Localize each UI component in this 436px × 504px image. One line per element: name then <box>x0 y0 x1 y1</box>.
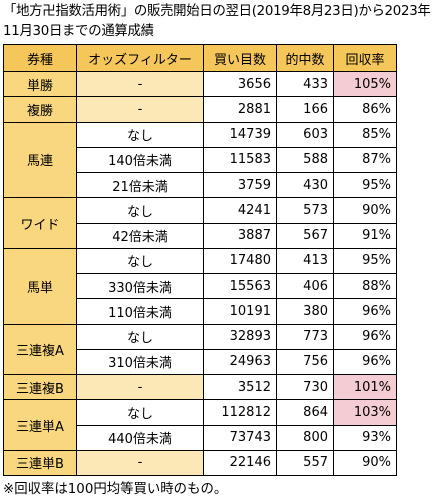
bets-cell: 10191 <box>203 298 277 325</box>
header-odds-filter: オッズフィルター <box>76 44 204 72</box>
bets-cell: 15563 <box>203 272 277 300</box>
odds-filter-cell: なし <box>76 247 204 275</box>
footnote: ※回収率は100円均等買い時のもの。 <box>3 482 228 497</box>
bets-cell: 14739 <box>203 121 277 148</box>
hits-cell: 730 <box>276 373 334 401</box>
page-title: 「地方卍指数活用術」の販売開始日の翌日(2019年8月23日)から2023年11… <box>3 4 431 39</box>
hits-cell: 567 <box>276 222 334 249</box>
odds-filter-cell: なし <box>76 197 204 224</box>
bet-type-cell: 三連単A <box>3 399 77 451</box>
bets-cell: 17480 <box>203 247 277 275</box>
bets-cell: 3759 <box>203 171 277 199</box>
bet-type-cell: 馬単 <box>3 247 77 325</box>
bets-cell: 2881 <box>203 96 277 123</box>
table-row: 馬連 なし 14739 603 85% <box>3 121 397 199</box>
table-row: 330倍未満 15563 406 88% <box>4 272 397 300</box>
hits-cell: 864 <box>276 399 334 426</box>
table-row: 110倍未満 10191 380 96% <box>4 298 397 325</box>
table-row: 三連単A なし 112812 864 103% <box>3 399 397 451</box>
table-row: 単勝 -3656 433 105% <box>3 70 397 98</box>
bets-cell: 3887 <box>203 222 277 249</box>
bet-type-cell: 単勝 <box>3 70 77 98</box>
table-row: 三連単B -22146 557 90% <box>3 449 397 477</box>
hits-cell: 800 <box>276 424 334 451</box>
bets-cell: 73743 <box>203 424 277 451</box>
odds-filter-cell: なし <box>76 323 204 350</box>
hits-cell: 166 <box>276 96 334 123</box>
hits-cell: 406 <box>276 272 334 300</box>
table-row: 310倍未満 24963 756 96% <box>4 348 397 376</box>
bet-type-cell: 三連複B <box>3 373 77 401</box>
hits-cell: 588 <box>276 146 334 174</box>
return-rate-cell: 87% <box>333 146 397 174</box>
hits-cell: 756 <box>276 348 334 376</box>
table-row: 馬単 なし 17480 413 95% <box>3 247 397 325</box>
odds-filter-cell: 42倍未満 <box>76 222 204 249</box>
return-rate-cell: 91% <box>333 222 397 249</box>
hits-cell: 573 <box>276 197 334 224</box>
odds-filter-cell: なし <box>76 121 204 148</box>
bets-cell: 32893 <box>203 323 277 350</box>
odds-filter-cell: なし <box>76 399 204 426</box>
header-bet-type: 券種 <box>3 44 77 72</box>
return-rate-cell: 96% <box>333 298 397 325</box>
return-rate-cell: 88% <box>333 272 397 300</box>
header-hits: 的中数 <box>276 44 334 72</box>
table-row: 42倍未満 3887 567 91% <box>4 222 397 249</box>
return-rate-cell: 85% <box>333 121 397 148</box>
return-rate-cell: 86% <box>333 96 397 123</box>
table-row: ワイド なし 4241 573 90% <box>3 197 397 249</box>
bets-cell: 3656 <box>203 70 277 98</box>
table-row: 複勝 -2881 166 86% <box>3 96 397 123</box>
table-row: 21倍未満 3759 430 95% <box>4 171 397 199</box>
odds-filter-cell: - <box>76 449 204 477</box>
table-row: 三連複A なし 32893 773 96% <box>3 323 397 375</box>
table-header-row: 券種 オッズフィルター 買い目数 的中数 回収率 <box>3 44 397 72</box>
return-rate-cell: 90% <box>333 197 397 224</box>
header-return-rate: 回収率 <box>333 44 397 72</box>
odds-filter-cell: 110倍未満 <box>76 298 204 325</box>
bet-type-cell: 複勝 <box>3 96 77 123</box>
return-rate-cell: 105% <box>333 70 397 98</box>
header-bets: 買い目数 <box>203 44 277 72</box>
hits-cell: 413 <box>276 247 334 275</box>
return-rate-cell: 101% <box>333 373 397 401</box>
table-row: 440倍未満 73743 800 93% <box>4 424 397 451</box>
odds-filter-cell: - <box>76 373 204 401</box>
bets-cell: 24963 <box>203 348 277 376</box>
odds-filter-cell: - <box>76 70 204 98</box>
return-rate-cell: 103% <box>333 399 397 426</box>
bet-type-cell: ワイド <box>3 197 77 249</box>
bets-cell: 11583 <box>203 146 277 174</box>
return-rate-cell: 95% <box>333 171 397 199</box>
odds-filter-cell: - <box>76 96 204 123</box>
bets-cell: 4241 <box>203 197 277 224</box>
hits-cell: 603 <box>276 121 334 148</box>
return-rate-cell: 90% <box>333 449 397 477</box>
return-rate-cell: 96% <box>333 348 397 376</box>
odds-filter-cell: 310倍未満 <box>76 348 204 376</box>
hits-cell: 430 <box>276 171 334 199</box>
return-rate-cell: 93% <box>333 424 397 451</box>
results-table: 券種 オッズフィルター 買い目数 的中数 回収率 単勝 -3656 433 105% 複… <box>3 44 397 477</box>
hits-cell: 433 <box>276 70 334 98</box>
bets-cell: 22146 <box>203 449 277 477</box>
table-row: 140倍未満 11583 588 87% <box>4 146 397 174</box>
odds-filter-cell: 140倍未満 <box>76 146 204 174</box>
table-body: 単勝 -3656 433 105% 複勝 -2881 166 86% 馬連 なし 14739 603 8… <box>3 70 397 477</box>
odds-filter-cell: 440倍未満 <box>76 424 204 451</box>
hits-cell: 773 <box>276 323 334 350</box>
bet-type-cell: 三連複A <box>3 323 77 375</box>
odds-filter-cell: 330倍未満 <box>76 272 204 300</box>
table-row: 三連複B -3512 730 101% <box>3 373 397 401</box>
odds-filter-cell: 21倍未満 <box>76 171 204 199</box>
bets-cell: 3512 <box>203 373 277 401</box>
bets-cell: 112812 <box>203 399 277 426</box>
hits-cell: 557 <box>276 449 334 477</box>
return-rate-cell: 95% <box>333 247 397 275</box>
bet-type-cell: 三連単B <box>3 449 77 477</box>
return-rate-cell: 96% <box>333 323 397 350</box>
hits-cell: 380 <box>276 298 334 325</box>
bet-type-cell: 馬連 <box>3 121 77 199</box>
